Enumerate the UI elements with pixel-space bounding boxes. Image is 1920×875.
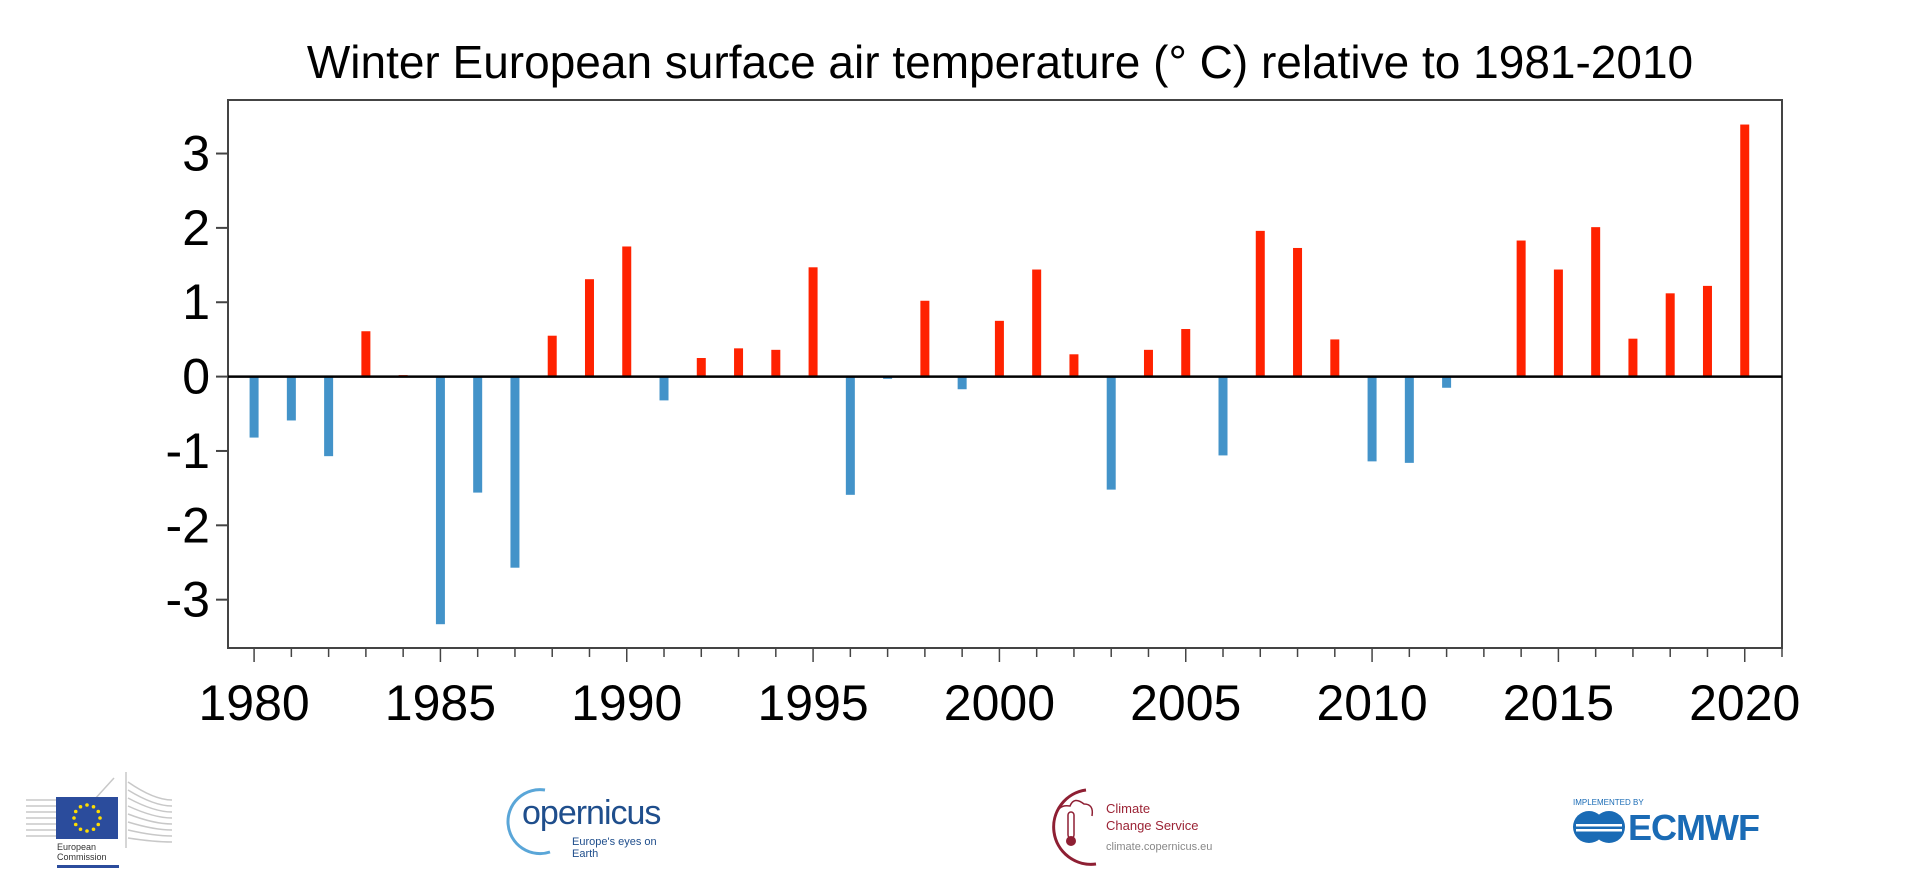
footer-logos: European Commission opernicus Europe's e… [0, 760, 1920, 875]
bar-2018 [1665, 293, 1675, 377]
bar-2008 [1293, 247, 1303, 377]
bar-2003 [1106, 376, 1116, 490]
ecmwf-implemented-by: IMPLEMENTED BY [1573, 798, 1644, 807]
eu-star-icon [72, 816, 76, 820]
thermometer-cloud-icon [1052, 788, 1097, 866]
bar-1993 [734, 348, 744, 377]
y-tick-label: -1 [166, 423, 210, 479]
bar-2012 [1442, 376, 1452, 388]
c3s-logo: Climate Change Service climate.copernicu… [1038, 786, 1218, 866]
bar-1985 [435, 376, 445, 625]
bar-2004 [1143, 349, 1153, 377]
y-tick-label: 1 [182, 274, 210, 330]
y-axis: -3 -2 -1 0 1 2 3 [166, 126, 228, 628]
bar-1980 [249, 376, 259, 438]
plot-frame [227, 99, 1783, 649]
ecmwf-logo: IMPLEMENTED BY ECMWF [1572, 798, 1762, 848]
eu-star-icon [85, 803, 89, 807]
bar-2017 [1628, 338, 1638, 377]
bar-1990 [622, 246, 632, 377]
x-tick-label: 1990 [571, 675, 682, 731]
bar-1986 [473, 376, 483, 493]
ec-building-icon [26, 772, 173, 848]
ecmwf-wordmark: ECMWF [1628, 807, 1760, 848]
c3s-url: climate.copernicus.eu [1106, 841, 1213, 853]
x-tick-label: 1995 [757, 675, 868, 731]
bar-2006 [1218, 376, 1228, 456]
bar-1988 [547, 335, 557, 377]
x-tick-label: 1985 [385, 675, 496, 731]
eu-star-icon [78, 804, 83, 809]
bar-1982 [324, 376, 334, 457]
ec-label-line2: Commission [57, 852, 107, 862]
bar-1998 [920, 300, 930, 377]
bar-2019 [1702, 285, 1712, 377]
copernicus-tagline: Europe's eyes on Earth [572, 836, 657, 860]
bar-2005 [1181, 329, 1191, 377]
bar-1999 [957, 376, 967, 390]
bar-2011 [1404, 376, 1414, 463]
bar-2014 [1516, 240, 1526, 377]
y-tick-label: 0 [182, 349, 210, 405]
bar-2000 [994, 320, 1004, 377]
bar-2001 [1032, 269, 1042, 377]
eu-star-icon [91, 804, 96, 809]
eu-star-icon [73, 822, 78, 827]
x-tick-label: 2010 [1316, 675, 1427, 731]
bars-group [249, 124, 1750, 625]
y-tick-label: -3 [166, 572, 210, 628]
x-tick-label: 1980 [198, 675, 309, 731]
eu-star-icon [78, 827, 83, 832]
bar-2015 [1553, 269, 1563, 377]
chart-title: Winter European surface air temperature … [307, 36, 1693, 88]
c3s-name-line2: Change Service [1106, 818, 1199, 833]
x-tick-label: 2000 [944, 675, 1055, 731]
bar-1987 [510, 376, 520, 568]
eu-star-icon [91, 827, 96, 832]
bar-2002 [1069, 354, 1079, 377]
bar-1995 [808, 267, 818, 377]
bar-2020 [1740, 124, 1750, 377]
c3s-name-line1: Climate [1106, 801, 1151, 816]
ec-label-line1: European [57, 842, 97, 852]
x-tick-label: 2020 [1689, 675, 1800, 731]
eu-star-icon [96, 809, 101, 814]
ec-underline [57, 865, 119, 868]
bar-1992 [696, 358, 706, 377]
copernicus-logo: opernicus Europe's eyes on Earth [500, 786, 680, 860]
bar-2016 [1591, 227, 1601, 377]
bar-1983 [361, 331, 371, 377]
bar-1989 [584, 279, 594, 377]
eu-star-icon [85, 829, 89, 833]
bar-1991 [659, 376, 669, 401]
c3s-name: Climate Change Service [1106, 800, 1199, 834]
bar-1981 [286, 376, 296, 421]
eu-star-icon [98, 816, 102, 820]
copernicus-arc-icon [506, 788, 551, 856]
x-axis: 1980 1985 1990 1995 2000 2005 2010 2015 2020 [198, 648, 1800, 731]
ecmwf-emblem-icon [1573, 811, 1625, 843]
copernicus-wordmark: opernicus [522, 794, 661, 832]
y-tick-label: 2 [182, 200, 210, 256]
bar-2007 [1255, 230, 1265, 377]
eu-star-icon [96, 822, 101, 827]
bar-1996 [845, 376, 855, 495]
x-tick-label: 2015 [1503, 675, 1614, 731]
x-tick-label: 2005 [1130, 675, 1241, 731]
bar-2009 [1330, 339, 1340, 377]
bar-1994 [771, 349, 781, 377]
y-tick-label: -2 [166, 497, 210, 553]
bar-2010 [1367, 376, 1377, 462]
european-commission-logo: European Commission [24, 770, 174, 870]
eu-flag-icon [56, 797, 118, 839]
eu-star-icon [73, 809, 78, 814]
y-tick-label: 3 [182, 126, 210, 182]
bar-chart: Winter European surface air temperature … [166, 36, 1801, 731]
ec-label: European Commission [57, 842, 107, 862]
